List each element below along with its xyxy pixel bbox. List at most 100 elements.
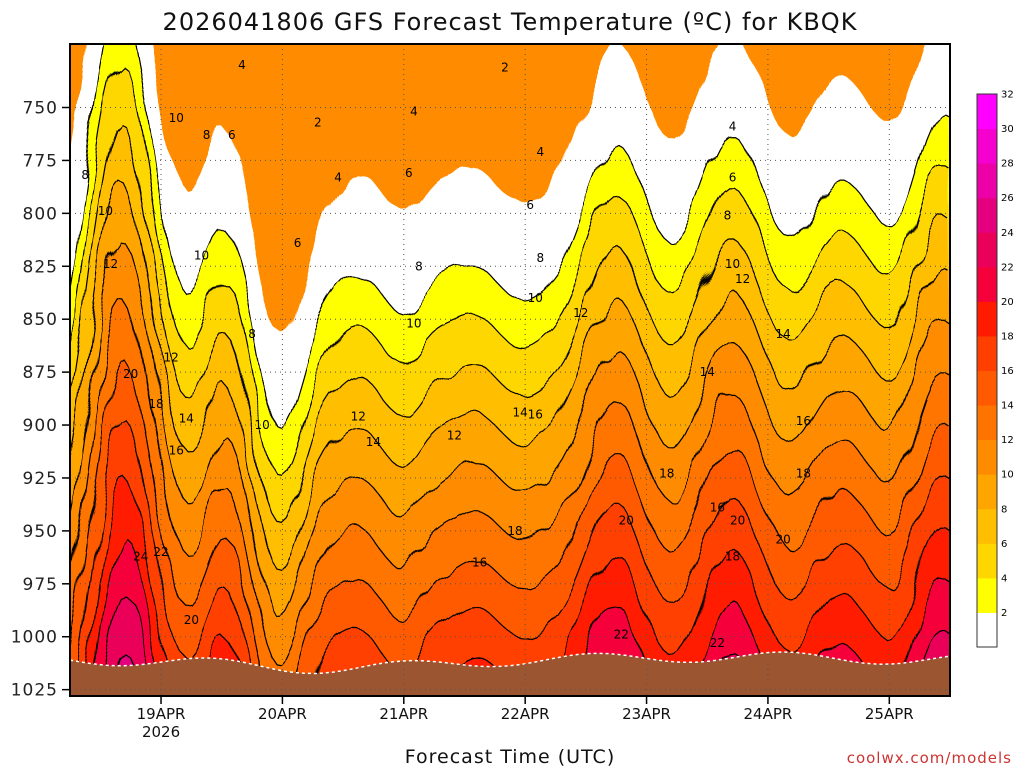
colorbar-swatch [977, 577, 997, 613]
contour-line-12 [70, 301, 950, 666]
colorbar-swatch [977, 94, 997, 130]
plot-frame [69, 43, 951, 697]
grid-lines [70, 44, 950, 696]
colorbar-frame [976, 93, 998, 648]
contour-label: 10 [528, 291, 543, 305]
contour-label: 8 [81, 168, 89, 182]
y-axis: 750 775 800 825 850 875 900 925 950 975 1000 1025 [11, 99, 70, 701]
contour-label: 4 [537, 145, 545, 159]
contour-label: 14 [366, 435, 381, 449]
colorbar-swatch [977, 232, 997, 268]
contour-label: 22 [153, 545, 168, 559]
contour-label: 22 [614, 628, 629, 642]
contour-label: 24 [133, 549, 148, 563]
contour-label: 10 [98, 204, 113, 218]
colorbar-tick-label: 20 [1001, 297, 1014, 308]
colorbar-swatch [977, 197, 997, 233]
colorbar-swatch [977, 266, 997, 302]
contour-label: 8 [203, 128, 211, 142]
contour-label: 8 [248, 327, 256, 341]
contour-label: 16 [796, 414, 811, 428]
contour-label: 2 [314, 115, 322, 129]
contour-line-10 [70, 241, 950, 618]
y-tick-label: 825 [23, 257, 58, 277]
y-tick-label: 925 [23, 469, 58, 489]
contour-label: 6 [294, 236, 302, 250]
contour-label: 6 [228, 128, 236, 142]
colorbar-tick-label: 12 [1001, 435, 1014, 446]
colorbar-swatch [977, 301, 997, 337]
contour-label: 4 [238, 58, 246, 72]
contour-line-6 [70, 122, 950, 524]
contour-label: 10 [406, 316, 421, 330]
contour-line-8 [70, 181, 950, 571]
contour-label: 2 [501, 60, 509, 74]
x-axis-label: Forecast Time (UTC) [405, 746, 615, 768]
colorbar-tick-label: 2 [1001, 608, 1007, 619]
terrain-fill [70, 651, 950, 696]
y-tick-label: 750 [23, 99, 58, 119]
y-tick-label: 775 [23, 151, 58, 171]
y-tick-label: 850 [23, 310, 58, 330]
contour-label: 12 [447, 429, 462, 443]
contour-label: 16 [528, 407, 543, 421]
colorbar-tick-label: 16 [1001, 366, 1014, 377]
contour-label: 20 [123, 367, 138, 381]
colorbar-swatch [977, 543, 997, 579]
contour-label: 8 [724, 208, 732, 222]
contour-label: 6 [405, 166, 413, 180]
contour-line-4 [70, 62, 950, 476]
contour-label: 16 [710, 501, 725, 515]
contour-label: 4 [334, 170, 342, 184]
contour-label: 10 [169, 111, 184, 125]
colorbar-tick-label: 8 [1001, 504, 1007, 515]
colorbar-swatch [977, 163, 997, 199]
x-tick-label: 20APR [258, 705, 307, 723]
colorbar-swatch [977, 405, 997, 441]
colorbar-tick-label: 10 [1001, 470, 1014, 481]
colorbar-tick-label: 22 [1001, 262, 1014, 273]
contour-label: 6 [729, 170, 737, 184]
contour-label: 12 [351, 410, 366, 424]
contour-label: 20 [619, 513, 634, 527]
contour-label: 14 [512, 405, 527, 419]
y-tick-label: 1025 [11, 681, 58, 701]
colorbar-tick-label: 24 [1001, 228, 1014, 239]
colorbar-tick-label: 28 [1001, 159, 1014, 170]
contour-line-16 [70, 419, 950, 696]
colorbar-tick-label: 14 [1001, 401, 1014, 412]
contour-label: 16 [169, 443, 184, 457]
x-tick-label: 22APR [501, 705, 550, 723]
contour-label: 12 [735, 272, 750, 286]
colorbar-swatch [977, 128, 997, 164]
contour-label: 18 [659, 467, 674, 481]
terrain-ground [70, 651, 950, 696]
credit-text: coolwx.com/models [847, 749, 1012, 767]
x-tick-label: 23APR [622, 705, 671, 723]
contour-label: 12 [573, 306, 588, 320]
x-axis: 19APR 20APR 21APR 22APR 23APR 24APR 25APR [137, 696, 914, 723]
contour-label: 14 [179, 412, 194, 426]
contour-label: 8 [415, 259, 423, 273]
colorbar-swatch [977, 335, 997, 371]
x-tick-label: 21APR [379, 705, 428, 723]
y-tick-label: 900 [23, 416, 58, 436]
contour-line-2 [70, 44, 950, 429]
contour-label: 18 [796, 467, 811, 481]
colorbar-tick-label: 30 [1001, 124, 1014, 135]
x-tick-year: 2026 [142, 723, 180, 741]
contour-label: 10 [725, 257, 740, 271]
contour-label: 22 [710, 636, 725, 650]
contour-label: 16 [472, 556, 487, 570]
contour-label: 10 [255, 418, 270, 432]
colorbar-tick-label: 18 [1001, 331, 1014, 342]
x-tick-label: 19APR [137, 705, 186, 723]
contour-label: 18 [725, 549, 740, 563]
y-tick-label: 875 [23, 363, 58, 383]
colorbar-tick-label: 4 [1001, 573, 1007, 584]
contour-label: 4 [410, 105, 418, 119]
